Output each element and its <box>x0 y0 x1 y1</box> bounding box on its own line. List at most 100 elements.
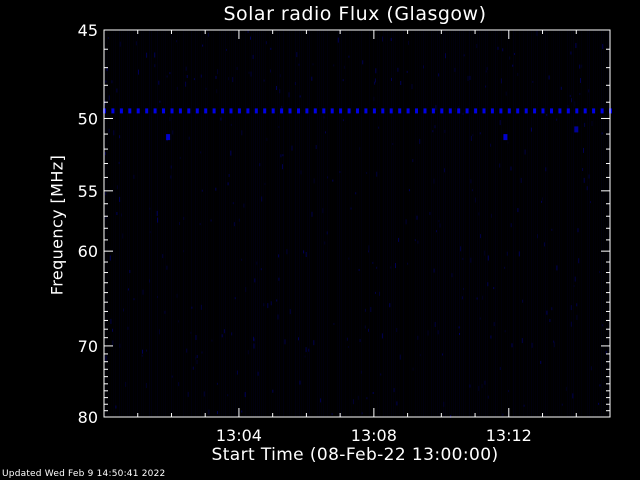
noise-speck <box>162 254 164 259</box>
noise-speck <box>484 380 486 385</box>
noise-speck <box>434 322 436 327</box>
noise-stripe <box>185 30 186 417</box>
noise-speck <box>493 322 495 327</box>
noise-speck <box>116 185 118 190</box>
interference-line-segment <box>195 108 199 114</box>
noise-speck <box>480 234 481 239</box>
noise-stripe <box>157 30 158 417</box>
noise-speck <box>216 89 218 94</box>
noise-speck <box>142 349 143 354</box>
noise-stripe <box>347 30 348 417</box>
noise-stripe <box>567 30 568 417</box>
noise-stripe <box>473 30 474 417</box>
noise-stripe <box>449 30 450 417</box>
noise-speck <box>230 150 232 156</box>
noise-speck <box>491 213 492 218</box>
noise-speck <box>469 384 471 388</box>
noise-speck <box>322 208 324 214</box>
noise-stripe <box>415 30 416 417</box>
bright-spot <box>503 134 508 141</box>
noise-speck <box>215 187 217 191</box>
noise-stripe <box>109 30 110 417</box>
noise-speck <box>382 36 383 42</box>
noise-stripe <box>395 30 396 417</box>
noise-stripe <box>599 30 600 417</box>
noise-speck <box>570 321 572 327</box>
noise-stripe <box>331 30 332 417</box>
noise-speck <box>541 200 543 203</box>
noise-speck <box>381 333 383 339</box>
noise-speck <box>565 386 567 391</box>
interference-line-segment <box>398 108 402 114</box>
noise-speck <box>179 222 180 225</box>
noise-stripe <box>211 30 212 417</box>
noise-stripe <box>129 30 130 417</box>
noise-speck <box>577 228 579 233</box>
noise-stripe <box>191 30 192 417</box>
noise-speck <box>241 410 243 413</box>
noise-speck <box>407 262 409 265</box>
noise-stripe <box>149 30 150 417</box>
noise-stripe <box>469 30 470 417</box>
noise-speck <box>105 215 107 219</box>
noise-speck <box>571 98 572 103</box>
noise-speck <box>305 252 307 257</box>
noise-stripe <box>213 30 214 417</box>
noise-speck <box>154 52 156 58</box>
noise-speck <box>395 263 396 268</box>
noise-stripe <box>487 30 488 417</box>
noise-stripe <box>513 30 514 417</box>
noise-speck <box>333 323 335 325</box>
noise-stripe <box>245 30 246 417</box>
noise-speck <box>178 320 180 323</box>
noise-speck <box>522 299 524 303</box>
noise-speck <box>196 355 198 358</box>
noise-speck <box>200 74 202 78</box>
noise-stripe <box>339 30 340 417</box>
noise-speck <box>247 30 249 33</box>
noise-stripe <box>253 30 254 417</box>
noise-stripe <box>409 30 410 417</box>
noise-speck <box>504 266 506 269</box>
noise-stripe <box>355 30 356 417</box>
noise-stripe <box>197 30 198 417</box>
noise-speck <box>560 86 562 90</box>
noise-speck <box>348 257 350 260</box>
noise-speck <box>359 339 361 342</box>
noise-speck <box>342 119 344 122</box>
interference-line-segment <box>566 108 570 114</box>
noise-stripe <box>135 30 136 417</box>
noise-stripe <box>351 30 352 417</box>
noise-speck <box>368 245 370 251</box>
noise-speck <box>241 258 243 261</box>
noise-stripe <box>573 30 574 417</box>
noise-speck <box>313 178 315 184</box>
noise-stripe <box>579 30 580 417</box>
noise-speck <box>259 163 261 167</box>
noise-speck <box>305 347 307 353</box>
noise-speck <box>400 81 402 85</box>
noise-speck <box>279 89 281 94</box>
noise-speck <box>109 255 111 261</box>
noise-speck <box>504 330 506 333</box>
noise-speck <box>278 126 280 128</box>
noise-speck <box>112 328 113 332</box>
noise-speck <box>478 385 480 391</box>
noise-stripe <box>353 30 354 417</box>
noise-stripe <box>179 30 180 417</box>
noise-speck <box>339 171 341 173</box>
noise-speck <box>170 175 172 179</box>
bright-spot <box>574 126 579 133</box>
noise-speck <box>458 106 460 110</box>
noise-speck <box>256 261 258 265</box>
noise-speck <box>183 250 185 253</box>
noise-stripe <box>495 30 496 417</box>
noise-stripe <box>327 30 328 417</box>
noise-speck <box>110 318 112 324</box>
noise-speck <box>234 297 236 300</box>
noise-speck <box>364 325 366 329</box>
noise-stripe <box>207 30 208 417</box>
noise-speck <box>348 55 350 58</box>
noise-stripe <box>335 30 336 417</box>
noise-speck <box>248 71 250 74</box>
